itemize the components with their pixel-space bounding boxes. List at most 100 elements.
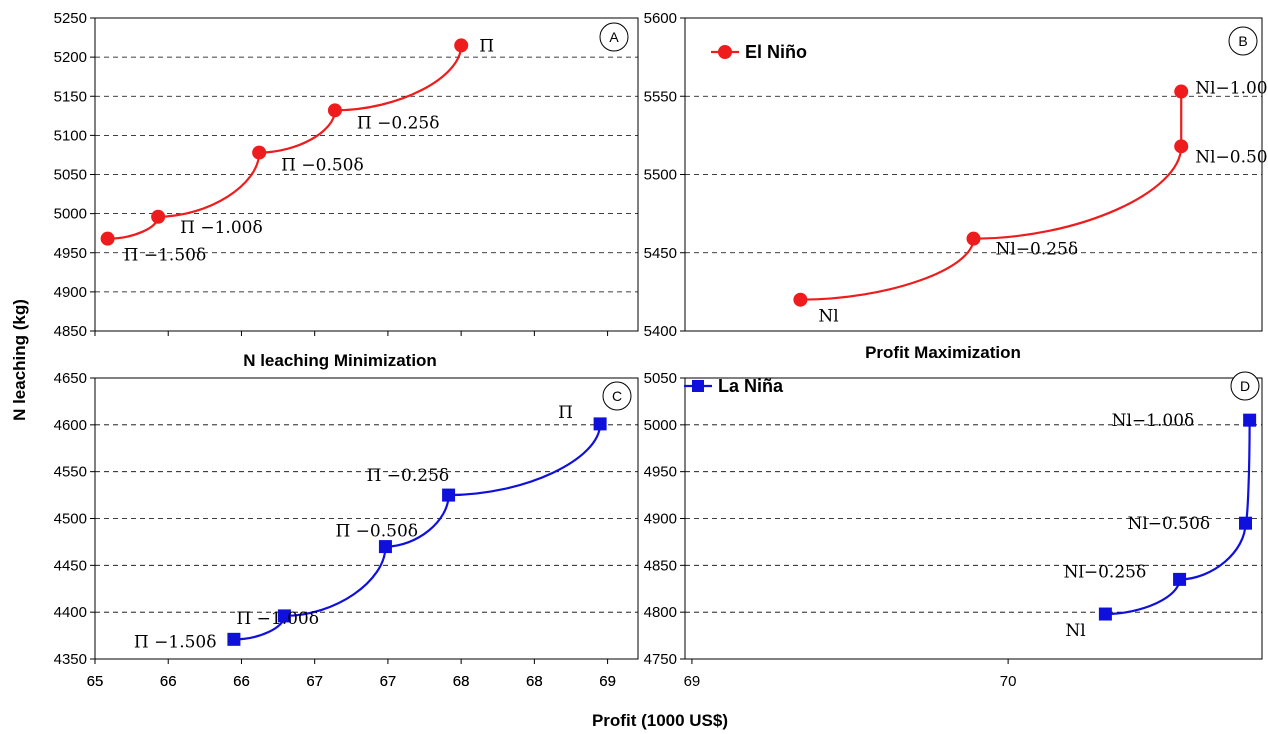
point-annotation: Π −0.25δ <box>367 466 450 486</box>
point-annotation: Nl−0.25δ <box>1064 562 1147 582</box>
y-tick-label: 4900 <box>54 284 87 301</box>
legend-marker <box>692 380 704 392</box>
y-tick-label: 5550 <box>644 88 677 105</box>
panel-c: 4350 4400 4450 4500 4550 4600 4650 65 66 66 67 67 68… <box>54 370 639 690</box>
x-tick-label: 68 <box>526 673 543 690</box>
panel-letter-circle <box>599 22 629 52</box>
panel-letter-circle <box>1228 26 1258 56</box>
panel-a-title: N leaching Minimization <box>243 351 437 370</box>
panel-b: 5400 5450 5500 5550 5600 Nl Nl−0.25δ Nl−0.50δ Nl… <box>644 10 1268 340</box>
plot-frame <box>94 17 639 332</box>
point-annotation: Nl−0.25δ <box>996 240 1079 260</box>
y-tick-label: 5450 <box>644 245 677 262</box>
data-point <box>1239 516 1253 530</box>
y-tick-label: 5400 <box>644 323 677 340</box>
x-tick-label: 68 <box>526 673 543 690</box>
x-tick-label: 65 <box>87 673 104 690</box>
data-point <box>966 231 981 246</box>
data-point <box>1174 139 1189 154</box>
panel-letter: C <box>612 388 622 404</box>
y-axis-title: N leaching (kg) <box>10 299 29 421</box>
data-point <box>1173 572 1187 586</box>
point-annotation: Π −1.00δ <box>180 218 263 238</box>
y-tick-label: 4800 <box>644 604 677 621</box>
data-point <box>1098 607 1112 621</box>
panel-letter: A <box>609 29 619 45</box>
point-annotation: Nl−1.00δ <box>1112 411 1195 431</box>
y-tick-label: 4400 <box>54 604 87 621</box>
panel-b-title: Profit Maximization <box>865 343 1021 362</box>
y-tick-label: 5250 <box>54 10 87 27</box>
point-annotation: Π <box>558 403 573 423</box>
y-tick-label: 5200 <box>54 49 87 66</box>
y-tick-label: 4350 <box>54 651 87 668</box>
point-annotation: Π −1.00δ <box>236 609 319 629</box>
plot-frame <box>684 377 1263 660</box>
y-tick-label: 5500 <box>644 167 677 184</box>
data-point <box>227 632 241 646</box>
x-tick-label: 68 <box>453 673 470 690</box>
point-annotation: Π −0.50δ <box>281 156 364 176</box>
point-annotation: Nl−0.50δ <box>1195 147 1268 167</box>
y-tick-label: 4900 <box>644 511 677 528</box>
panel-letter: D <box>1240 378 1250 394</box>
point-annotation: Π −1.50δ <box>124 246 207 266</box>
y-tick-label: 4450 <box>54 557 87 574</box>
legend-label: El Niño <box>745 42 807 62</box>
y-tick-label: 5050 <box>54 167 87 184</box>
data-point <box>1174 84 1189 99</box>
plot-frame <box>684 17 1263 332</box>
y-tick-label: 4500 <box>54 511 87 528</box>
x-tick-label: 67 <box>306 673 323 690</box>
x-tick-label: 66 <box>233 673 250 690</box>
point-annotation: Π −1.50δ <box>134 632 217 652</box>
panel-letter: B <box>1238 33 1247 49</box>
x-tick-label: 69 <box>684 673 701 690</box>
x-tick-label: 66 <box>233 673 250 690</box>
panel-d: 4750 4800 4850 4900 4950 5000 5050 69 70 Nl Nl−0.2… <box>644 370 1263 690</box>
y-tick-label: 5150 <box>54 88 87 105</box>
data-point <box>1243 413 1257 427</box>
panel-letter-circle <box>602 381 632 411</box>
y-tick-label: 5050 <box>644 370 677 387</box>
x-tick-label: 67 <box>380 673 397 690</box>
y-tick-label: 4650 <box>54 370 87 387</box>
point-annotation: Π −0.50δ <box>335 522 418 542</box>
data-point <box>378 540 392 554</box>
x-tick-label: 67 <box>380 673 397 690</box>
y-tick-label: 5000 <box>644 417 677 434</box>
point-annotation: Π −0.25δ <box>357 113 440 133</box>
data-point <box>454 38 469 53</box>
series-line <box>1105 420 1251 616</box>
point-annotation: Nl−0.50δ <box>1128 514 1211 534</box>
x-tick-label: 67 <box>306 673 323 690</box>
data-point <box>100 231 115 246</box>
data-point <box>151 209 166 224</box>
y-tick-label: 4600 <box>54 417 87 434</box>
y-tick-label: 5100 <box>54 127 87 144</box>
panel-letter-circle <box>1230 371 1260 401</box>
x-tick-label: 65 <box>87 673 104 690</box>
y-tick-label: 4850 <box>644 557 677 574</box>
x-tick-label: 69 <box>599 673 616 690</box>
point-annotation: Nl−1.00δ <box>1195 79 1268 99</box>
data-point <box>252 145 267 160</box>
legend-marker <box>718 45 732 59</box>
y-tick-label: 4550 <box>54 464 87 481</box>
y-tick-label: 5000 <box>54 206 87 223</box>
x-tick-label: 69 <box>599 673 616 690</box>
x-tick-label: 68 <box>453 673 470 690</box>
y-tick-label: 4750 <box>644 651 677 668</box>
series-line <box>800 91 1183 301</box>
x-tick-label: 70 <box>1000 673 1017 690</box>
y-tick-label: 4950 <box>54 245 87 262</box>
x-tick-label: 66 <box>160 673 177 690</box>
x-axis-title: Profit (1000 US$) <box>592 711 728 730</box>
legend-label: La Niña <box>718 376 784 396</box>
point-annotation: Nl <box>818 307 838 327</box>
panel-a: 4850 4900 4950 5000 5050 5100 5150 5200 5250 65 66… <box>54 10 639 690</box>
data-point <box>327 103 342 118</box>
data-point <box>793 292 808 307</box>
point-annotation: Π <box>479 36 494 56</box>
